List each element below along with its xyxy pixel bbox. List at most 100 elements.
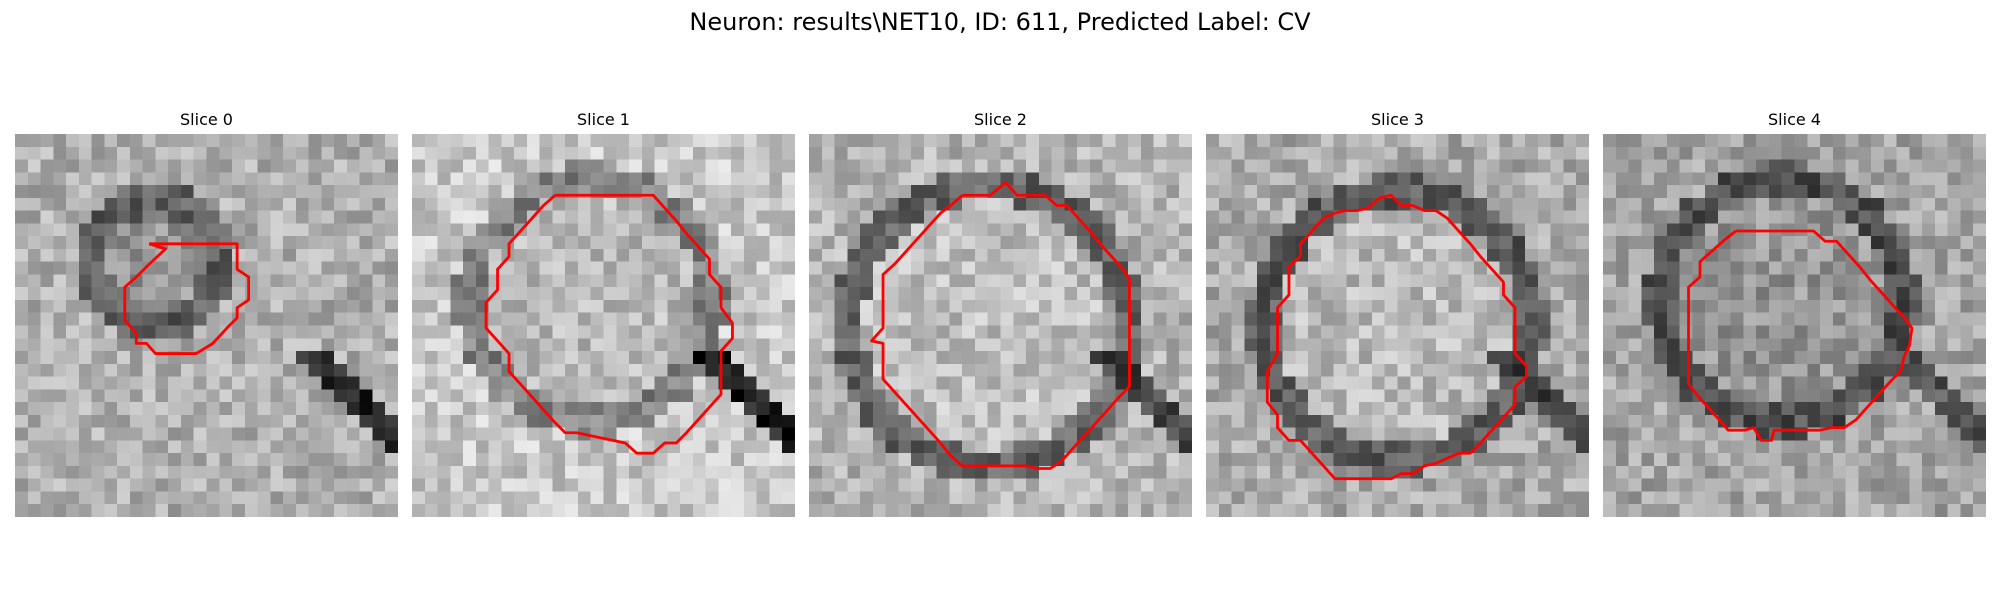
pixel (911, 440, 925, 454)
pixel (308, 414, 322, 428)
pixel (782, 338, 795, 352)
pixel (514, 185, 528, 199)
pixel (577, 491, 591, 505)
pixel (424, 453, 438, 467)
pixel (412, 159, 426, 173)
pixel (1807, 248, 1821, 262)
pixel (359, 504, 373, 517)
pixel (321, 210, 335, 224)
pixel (1038, 248, 1052, 262)
pixel (53, 261, 67, 275)
pixel (219, 159, 233, 173)
pixel (78, 197, 92, 211)
pixel (1166, 274, 1180, 288)
pixel (1320, 185, 1334, 199)
pixel (501, 504, 515, 517)
pixel (1743, 414, 1757, 428)
pixel (1512, 223, 1526, 237)
pixel (66, 376, 80, 390)
pixel (974, 210, 988, 224)
pixel (91, 159, 105, 173)
pixel (193, 261, 207, 275)
pixel (91, 440, 105, 454)
pixel (1499, 376, 1513, 390)
pixel (1026, 146, 1040, 160)
pixel (731, 172, 745, 186)
pixel (769, 363, 783, 377)
pixel (270, 312, 284, 326)
pixel (1371, 414, 1385, 428)
pixel (1397, 172, 1411, 186)
pixel (1756, 146, 1770, 160)
pixel (1257, 159, 1271, 173)
pixel (756, 146, 770, 160)
pixel (1269, 453, 1283, 467)
pixel (1679, 402, 1693, 416)
pixel (885, 351, 899, 365)
pixel (1026, 261, 1040, 275)
pixel (232, 414, 246, 428)
pixel (514, 159, 528, 173)
pixel (898, 185, 912, 199)
pixel (1717, 389, 1731, 403)
pixel (412, 363, 426, 377)
pixel (1333, 491, 1347, 505)
pixel (385, 172, 398, 186)
pixel (1845, 197, 1859, 211)
pixel (1512, 440, 1526, 454)
pixel (117, 210, 131, 224)
pixel (1000, 363, 1014, 377)
pixel (834, 491, 848, 505)
pixel (526, 376, 540, 390)
pixel (1346, 261, 1360, 275)
pixel (1845, 299, 1859, 313)
pixel (1320, 223, 1334, 237)
pixel (1064, 504, 1078, 517)
pixel (1550, 274, 1564, 288)
pixel (1934, 236, 1948, 250)
pixel (667, 389, 681, 403)
pixel (180, 504, 194, 517)
pixel (667, 299, 681, 313)
pixel (295, 223, 309, 237)
pixel (847, 197, 861, 211)
pixel (847, 465, 861, 479)
pixel (1537, 491, 1551, 505)
pixel (66, 325, 80, 339)
pixel (1128, 185, 1142, 199)
pixel (1179, 440, 1192, 454)
pixel (1679, 197, 1693, 211)
pixel (1269, 248, 1283, 262)
pixel (565, 440, 579, 454)
pixel (782, 376, 795, 390)
pixel (1807, 414, 1821, 428)
pixel (1038, 287, 1052, 301)
pixel (1295, 414, 1309, 428)
pixel (1512, 185, 1526, 199)
pixel (193, 223, 207, 237)
pixel (168, 146, 182, 160)
pixel (1206, 236, 1220, 250)
pixel (1346, 325, 1360, 339)
pixel (911, 453, 925, 467)
pixel (1308, 287, 1322, 301)
pixel (270, 363, 284, 377)
pixel (1461, 338, 1475, 352)
pixel (1550, 299, 1564, 313)
pixel (372, 504, 386, 517)
pixel (1346, 197, 1360, 211)
pixel (718, 465, 732, 479)
pixel (1756, 478, 1770, 492)
pixel (1934, 223, 1948, 237)
pixel (1371, 465, 1385, 479)
pixel (463, 414, 477, 428)
pixel (1038, 453, 1052, 467)
pixel (1461, 427, 1475, 441)
pixel (847, 146, 861, 160)
pixel (1051, 134, 1065, 148)
pixel (936, 236, 950, 250)
pixel (1423, 363, 1437, 377)
pixel (526, 172, 540, 186)
slice-image (809, 134, 1192, 517)
pixel (1807, 172, 1821, 186)
